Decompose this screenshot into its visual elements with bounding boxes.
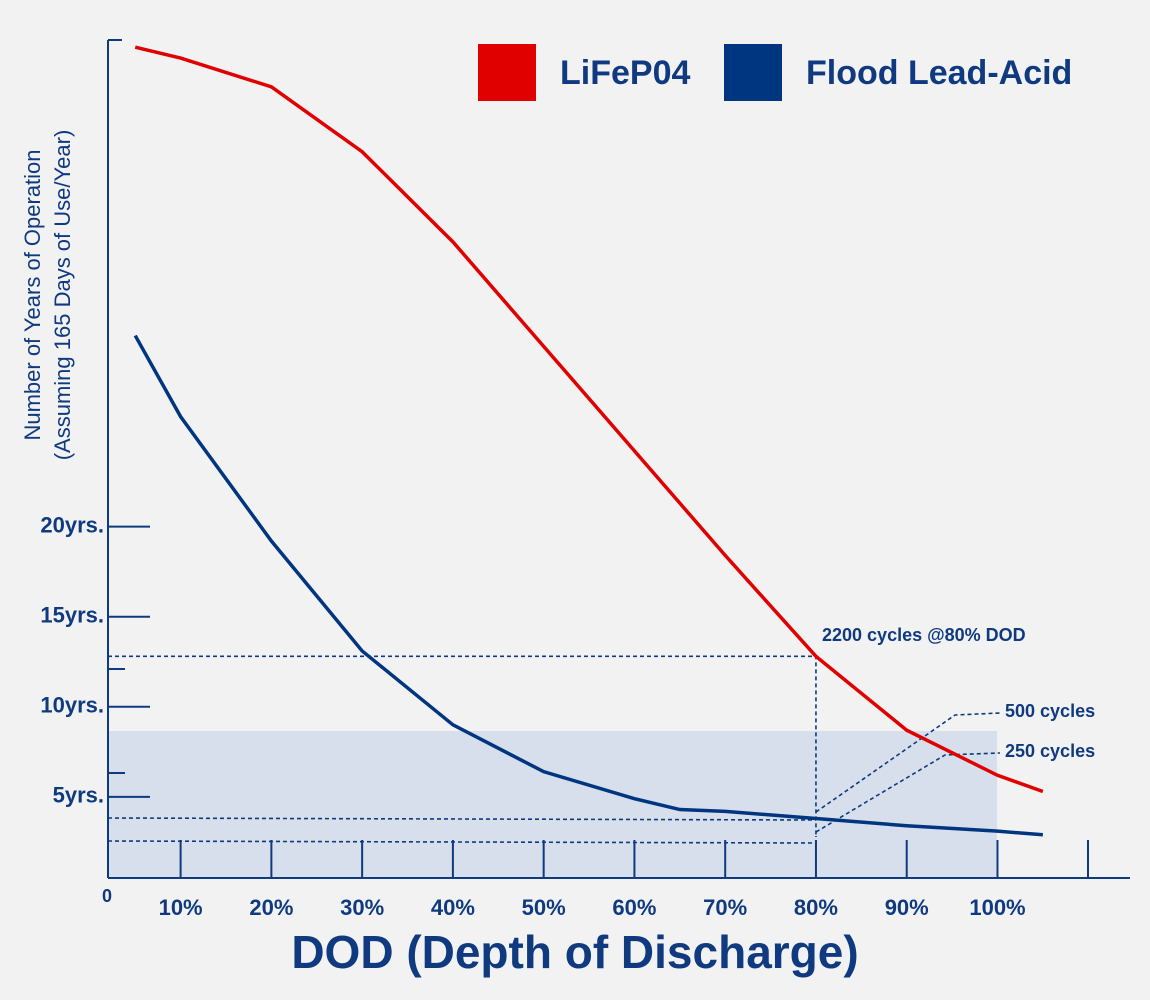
annotation: 500 cycles	[1005, 701, 1095, 721]
shaded-region	[108, 731, 997, 878]
x-tick-label: 80%	[794, 895, 838, 920]
x-tick-label: 20%	[249, 895, 293, 920]
annotation: 250 cycles	[1005, 741, 1095, 761]
annotation: 2200 cycles @80% DOD	[822, 625, 1026, 645]
y-axis-title: Number of Years of Operation	[20, 149, 45, 440]
x-axis-title: DOD (Depth of Discharge)	[291, 926, 858, 978]
y-tick-label: 15yrs.	[40, 603, 104, 628]
x-tick-label: 40%	[431, 895, 475, 920]
x-tick-label: 50%	[522, 895, 566, 920]
line-series	[134, 45, 1044, 794]
origin-label: 0	[102, 886, 112, 906]
x-tick-label: 100%	[969, 895, 1025, 920]
y-tick-label: 20yrs.	[40, 512, 104, 537]
legend-swatch	[724, 44, 782, 101]
guide-line	[107, 817, 817, 821]
x-tick-label: 60%	[612, 895, 656, 920]
legend-label: Flood Lead-Acid	[806, 54, 1072, 92]
guide-line	[815, 712, 1001, 813]
guide-line	[815, 752, 1001, 833]
y-axis-subtitle: (Assuming 165 Days of Use/Year)	[50, 130, 75, 461]
legend-label: LiFeP04	[560, 54, 690, 92]
y-tick-label: 10yrs.	[40, 693, 104, 718]
x-tick-label: 90%	[885, 895, 929, 920]
x-tick-label: 10%	[159, 895, 203, 920]
line-series	[133, 334, 1044, 837]
legend-swatch	[478, 44, 536, 101]
x-tick-label: 70%	[703, 895, 747, 920]
x-tick-label: 30%	[340, 895, 384, 920]
y-tick-label: 5yrs.	[53, 783, 104, 808]
